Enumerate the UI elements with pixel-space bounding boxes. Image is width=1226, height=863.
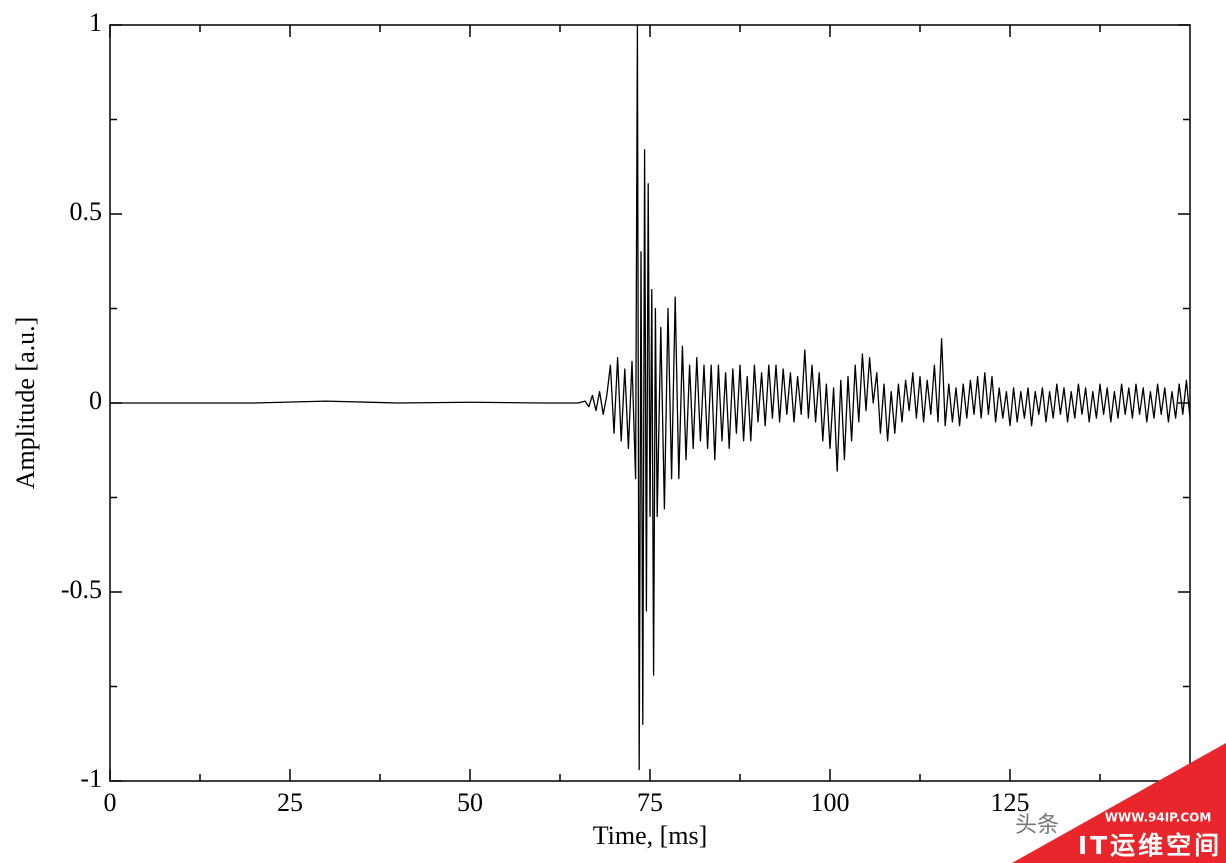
y-tick-label: 1 [89, 8, 102, 37]
y-tick-label: -0.5 [61, 575, 102, 604]
plot: 0 25 50 75 100 125 -1 -0.5 0 0.5 1 [61, 8, 1191, 817]
signal-line [110, 24, 1191, 771]
watermark-brand: IT运维空间 [1078, 831, 1222, 860]
x-tick-label: 75 [637, 788, 663, 817]
y-tick-label: -1 [80, 764, 102, 793]
x-tick-label: 25 [277, 788, 303, 817]
y-tick-label: 0 [89, 386, 102, 415]
x-axis-label: Time, [ms] [593, 821, 708, 850]
x-tick-label: 125 [991, 788, 1030, 817]
y-axis-label: Amplitude [a.u.] [11, 317, 40, 490]
watermark-source: 头条 [1015, 813, 1059, 838]
watermark-banner [1012, 743, 1226, 863]
y-tick-label: 0.5 [70, 197, 103, 226]
x-tick-label: 0 [104, 788, 117, 817]
x-tick-label: 100 [811, 788, 850, 817]
x-tick-label: 50 [457, 788, 483, 817]
watermark-url: WWW.94IP.COM [1105, 811, 1212, 825]
